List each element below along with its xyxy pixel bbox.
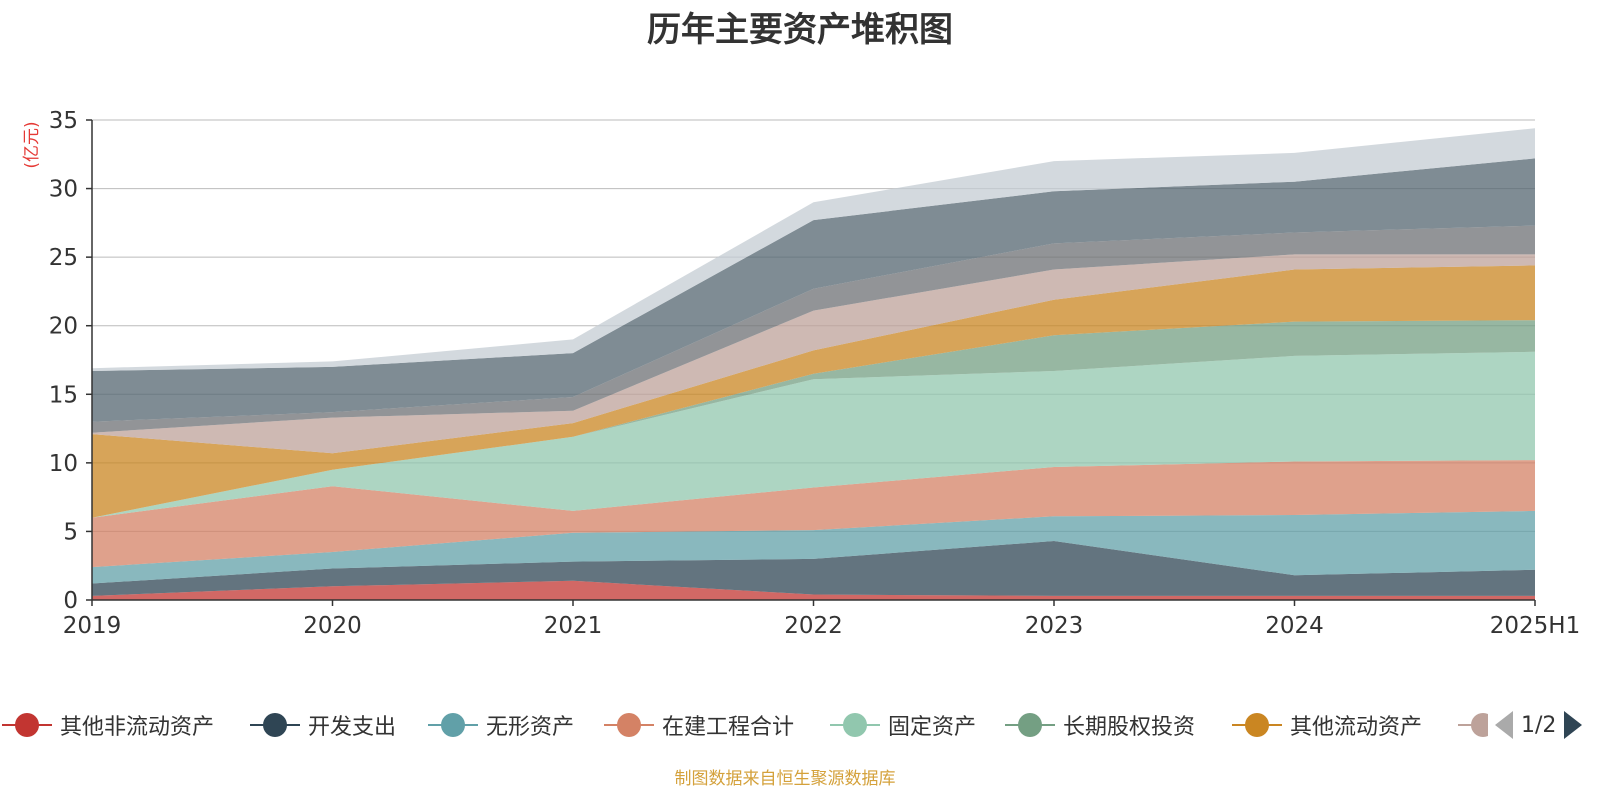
chart-title: 历年主要资产堆积图 [647, 10, 953, 50]
area-series-3[interactable] [92, 510, 1535, 584]
legend-swatch-icon [428, 710, 478, 740]
y-tick-label: 25 [49, 245, 78, 271]
legend-item[interactable]: 无形资产 [428, 705, 574, 745]
area-series-9[interactable] [92, 225, 1535, 433]
legend-item[interactable]: 其他流动资产 [1232, 705, 1422, 745]
x-tick-label: 2022 [784, 613, 843, 639]
area-series-2[interactable] [92, 541, 1535, 596]
y-tick-label: 35 [49, 108, 78, 134]
legend-swatch-icon [1232, 710, 1282, 740]
legend-item[interactable]: 其他非流动资产 [2, 705, 214, 745]
x-tick-label: 2023 [1025, 613, 1084, 639]
legend-page-info: 1/2 [1521, 712, 1557, 738]
source-note: 制图数据来自恒生聚源数据库 [674, 769, 896, 789]
legend-swatch-icon [2, 710, 52, 740]
area-series-11[interactable] [92, 128, 1535, 371]
legend-label: 其他非流动资产 [60, 715, 215, 740]
y-axis-label: (亿元) [22, 121, 42, 168]
legend-swatch-icon [1458, 710, 1488, 740]
stacked-areas [92, 128, 1535, 600]
legend-swatch-icon [604, 710, 654, 740]
y-tick-label: 10 [49, 451, 78, 477]
x-tick-label: 2025H1 [1490, 613, 1580, 639]
legend-item[interactable]: 开发支出 [250, 705, 396, 745]
x-tick-label: 2019 [63, 613, 122, 639]
y-tick-label: 5 [63, 519, 78, 545]
x-tick-label: 2020 [303, 613, 362, 639]
legend-label: 开发支出 [308, 715, 397, 740]
area-series-6[interactable] [92, 320, 1535, 518]
y-tick-label: 20 [49, 314, 78, 340]
legend-prev-icon[interactable] [1495, 711, 1513, 739]
legend-item-partial[interactable] [1458, 705, 1488, 745]
legend-label: 其他流动资产 [1290, 715, 1423, 740]
area-series-8[interactable] [92, 254, 1535, 454]
y-tick-label: 0 [63, 588, 78, 614]
area-series-5[interactable] [92, 351, 1535, 518]
legend-label: 固定资产 [888, 715, 977, 740]
legend-swatch-icon [830, 710, 880, 740]
legend-item[interactable]: 在建工程合计 [604, 705, 794, 745]
y-tick-label: 30 [49, 177, 78, 203]
legend-label: 长期股权投资 [1063, 715, 1196, 740]
area-series-10[interactable] [92, 158, 1535, 422]
legend-swatch-icon [1005, 710, 1055, 740]
axes: 0 5 10 15 20 25 30 35 2019 2020 2021 2022 2023 2024 20… [49, 108, 1581, 639]
legend-label: 无形资产 [486, 715, 575, 740]
legend: 其他非流动资产 开发支出 无形资产 在建工程合计 固定资产 长期股权投资 其他流动资产 1/… [0, 705, 1600, 745]
x-tick-label: 2021 [544, 613, 603, 639]
legend-pager: 1/2 [1495, 705, 1583, 745]
area-series-1[interactable] [92, 580, 1535, 600]
legend-label: 在建工程合计 [662, 715, 795, 740]
area-series-7[interactable] [92, 265, 1535, 518]
area-series-4[interactable] [92, 460, 1535, 568]
legend-next-icon[interactable] [1564, 711, 1583, 739]
legend-swatch-icon [250, 710, 300, 740]
legend-item[interactable]: 固定资产 [830, 705, 976, 745]
x-tick-label: 2024 [1265, 613, 1324, 639]
legend-item[interactable]: 长期股权投资 [1005, 705, 1195, 745]
y-tick-label: 15 [49, 382, 78, 408]
